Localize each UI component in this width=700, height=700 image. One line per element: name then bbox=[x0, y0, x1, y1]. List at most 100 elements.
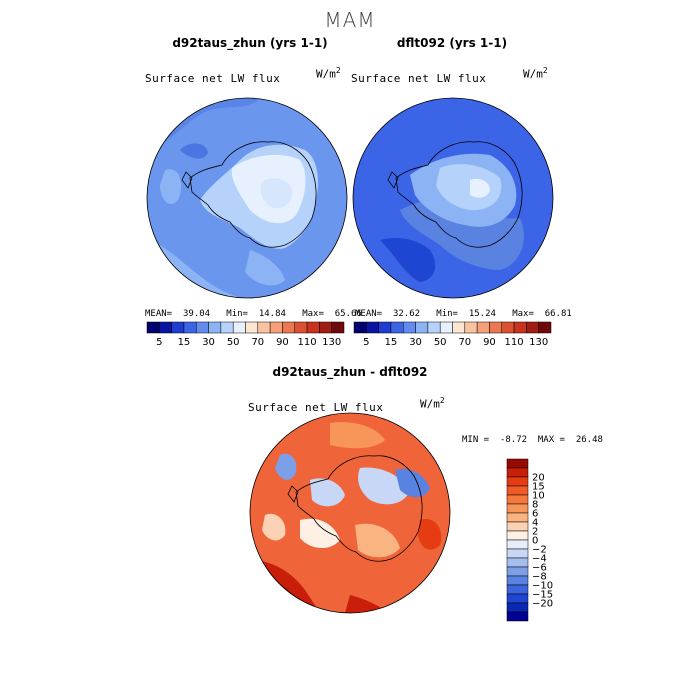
colorbar-swatch bbox=[171, 321, 185, 334]
panel-2-title: dflt092 (yrs 1-1) bbox=[396, 36, 508, 50]
colorbar-tick-label: −10 bbox=[532, 581, 553, 592]
colorbar-tick-label: 30 bbox=[202, 337, 215, 348]
panel-1-title: d92taus_zhun (yrs 1-1) bbox=[172, 36, 328, 50]
colorbar-tick-label: 30 bbox=[409, 337, 422, 348]
colorbar-swatch bbox=[501, 321, 515, 334]
colorbar-swatch bbox=[506, 548, 529, 559]
colorbar-swatch bbox=[146, 321, 160, 334]
colorbar-tick-label: 130 bbox=[322, 337, 341, 348]
colorbar-tick-label: −20 bbox=[532, 599, 553, 610]
colorbar-swatch bbox=[506, 512, 529, 523]
colorbar-swatch bbox=[506, 539, 529, 550]
coastline-panel-1 bbox=[181, 141, 317, 248]
panel-3-stats: MIN = -8.72 MAX = 26.48 bbox=[462, 435, 603, 445]
colorbar-tick-label: 2 bbox=[532, 527, 538, 538]
colorbar-tick-label: 20 bbox=[532, 473, 545, 484]
colorbar-tick-label: 8 bbox=[532, 500, 538, 511]
colorbar-swatch bbox=[282, 321, 295, 334]
colorbar-swatch bbox=[183, 321, 197, 334]
colorbar-swatch bbox=[196, 321, 209, 334]
colorbar-swatch bbox=[245, 321, 259, 334]
colorbar-swatch bbox=[506, 584, 529, 595]
map-border-panel-3 bbox=[249, 412, 451, 614]
panel-1-units: W/m2 bbox=[316, 66, 341, 81]
panel-1-stats: MEAN= 39.04 Min= 14.84 Max= 65.66 bbox=[145, 309, 362, 319]
colorbar-swatch bbox=[506, 575, 529, 586]
colorbar-swatch bbox=[353, 321, 367, 334]
colorbar-swatch bbox=[306, 321, 320, 334]
colorbar-tick-label: 6 bbox=[532, 509, 538, 520]
colorbar-swatch bbox=[366, 321, 379, 334]
panel-2-units: W/m2 bbox=[523, 66, 548, 81]
colorbar-swatch bbox=[269, 321, 283, 334]
panel-1-field-label: Surface net LW flux bbox=[145, 72, 281, 85]
colorbar-tick-label: 15 bbox=[532, 482, 545, 493]
colorbar-swatch bbox=[378, 321, 392, 334]
colorbar-swatch bbox=[506, 476, 529, 487]
colorbar-tick-label: 50 bbox=[227, 337, 240, 348]
colorbar-tick-label: 15 bbox=[178, 337, 191, 348]
colorbar-swatch bbox=[331, 321, 345, 334]
panel-2-stats: MEAN= 32.62 Min= 15.24 Max= 66.81 bbox=[355, 309, 572, 319]
colorbar-swatch bbox=[506, 494, 529, 505]
colorbar-swatch bbox=[506, 611, 529, 622]
colorbar-swatch bbox=[538, 321, 552, 334]
colorbar-tick-label: 110 bbox=[298, 337, 317, 348]
colorbar-tick-label: −8 bbox=[532, 572, 547, 583]
colorbar-swatch bbox=[403, 321, 416, 334]
colorbar-tick-label: 90 bbox=[276, 337, 289, 348]
map-border-panel-2 bbox=[352, 97, 554, 299]
colorbar-swatch bbox=[506, 503, 529, 514]
colorbar-tick-label: 90 bbox=[483, 337, 496, 348]
colorbar-tick-label: 5 bbox=[156, 337, 162, 348]
colorbar-tick-label: −6 bbox=[532, 563, 547, 574]
colorbar-swatch bbox=[257, 321, 271, 334]
colorbar-tick-label: −4 bbox=[532, 554, 547, 565]
colorbar-tick-label: 70 bbox=[251, 337, 264, 348]
panel-3-units: W/m2 bbox=[420, 396, 445, 411]
colorbar-swatch bbox=[506, 593, 529, 604]
colorbar-swatch bbox=[232, 321, 246, 334]
colorbar-swatch bbox=[506, 458, 529, 469]
colorbar-tick-label: 110 bbox=[505, 337, 524, 348]
panel-3-title: d92taus_zhun - dflt092 bbox=[272, 365, 428, 379]
panel-2-field-label: Surface net LW flux bbox=[351, 72, 487, 85]
panel-3-field-label: Surface net LW flux bbox=[248, 401, 384, 414]
colorbar-swatch bbox=[506, 602, 529, 613]
colorbar-tick-label: 70 bbox=[458, 337, 471, 348]
map-panel-3 bbox=[250, 413, 450, 613]
colorbar-swatch bbox=[319, 321, 332, 334]
colorbar-swatch bbox=[159, 321, 172, 334]
colorbar-swatch bbox=[220, 321, 234, 334]
colorbar-swatch bbox=[476, 321, 490, 334]
colorbar-panel-2: 5 15 30 50 70 90 110 130 bbox=[353, 321, 552, 348]
colorbar-swatch bbox=[415, 321, 429, 334]
colorbar-swatch bbox=[506, 530, 529, 541]
colorbar-swatch bbox=[489, 321, 502, 334]
colorbar-swatch bbox=[427, 321, 441, 334]
colorbar-tick-label: −2 bbox=[532, 545, 547, 556]
season-title: MAM bbox=[324, 8, 376, 32]
colorbar-swatch bbox=[526, 321, 539, 334]
colorbar-tick-label: −15 bbox=[532, 590, 553, 601]
map-panel-2 bbox=[353, 98, 553, 298]
colorbar-swatch bbox=[506, 467, 529, 478]
colorbar-tick-label: 130 bbox=[529, 337, 548, 348]
colorbar-tick-label: 0 bbox=[532, 536, 538, 547]
map-panel-1 bbox=[147, 98, 347, 298]
coastline-panel-2 bbox=[387, 141, 523, 248]
coastline-panel-3 bbox=[287, 455, 423, 562]
colorbar-tick-label: 50 bbox=[434, 337, 447, 348]
colorbar-swatch bbox=[390, 321, 404, 334]
colorbar-panel-1: 5 15 30 50 70 90 110 130 bbox=[146, 321, 345, 348]
colorbar-swatch bbox=[506, 485, 529, 496]
colorbar-swatch bbox=[452, 321, 466, 334]
colorbar-swatch bbox=[208, 321, 222, 334]
colorbar-tick-label: 4 bbox=[532, 518, 538, 529]
colorbar-swatch bbox=[506, 566, 529, 577]
colorbar-swatch bbox=[506, 557, 529, 568]
colorbar-swatch bbox=[439, 321, 453, 334]
colorbar-tick-label: 15 bbox=[385, 337, 398, 348]
colorbar-swatch bbox=[513, 321, 527, 334]
